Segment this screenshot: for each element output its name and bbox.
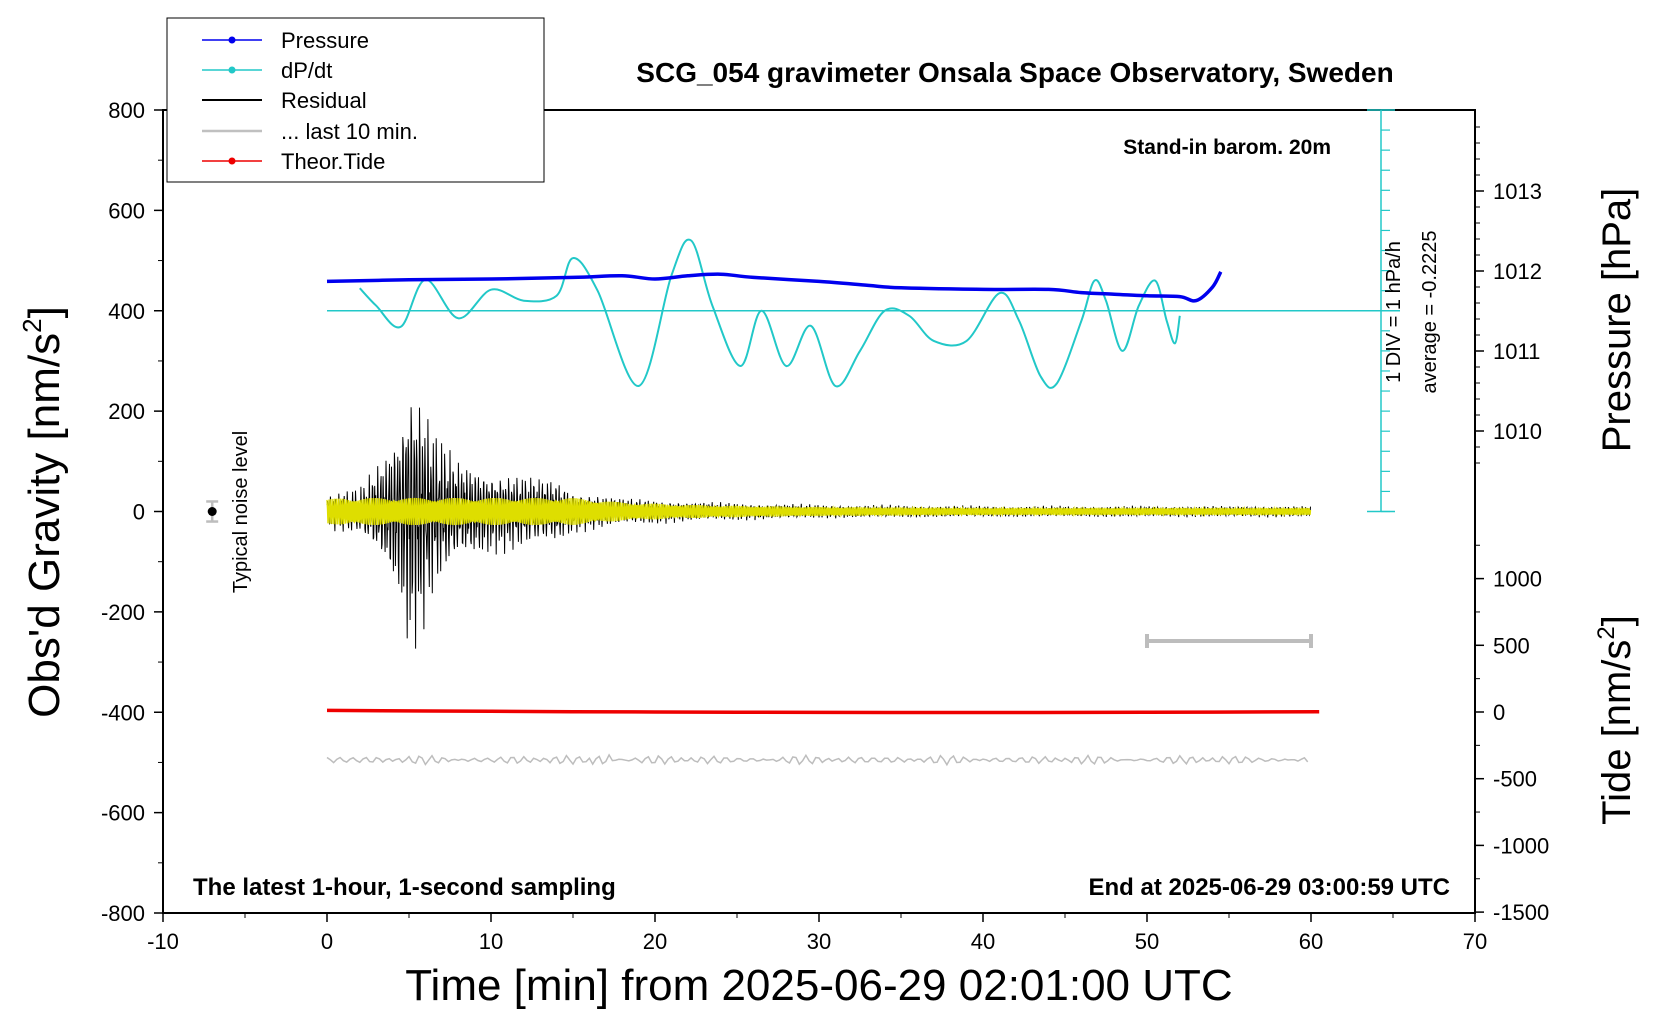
tide-tick-label: -1000 (1493, 833, 1549, 858)
dpdt-line (359, 238, 1181, 389)
x-tick-label: 40 (971, 929, 995, 954)
theor-tide-line (326, 708, 1320, 715)
legend-label-dpdt: dP/dt (281, 58, 332, 83)
y-label-tide-text: Tide [nm/s (1595, 640, 1639, 825)
dpdt-scale-axis (327, 109, 1400, 513)
pressure-line (326, 270, 1223, 303)
end-time-note: End at 2025-06-29 03:00:59 UTC (1089, 874, 1451, 901)
stand-in-note: Stand-in barom. 20m (1123, 136, 1331, 159)
y-tick-label: 200 (108, 399, 145, 424)
legend-marker-tide (228, 157, 236, 165)
y-tick-label: -200 (101, 600, 145, 625)
y-tick-label: 800 (108, 98, 145, 123)
x-tick-label: 50 (1135, 929, 1159, 954)
y-label-main-sup: 2 (17, 318, 47, 332)
x-tick-label: 30 (807, 929, 831, 954)
y-label-tide-end: ] (1595, 615, 1639, 626)
y-tick-label: -600 (101, 801, 145, 826)
x-tick-label: 0 (321, 929, 333, 954)
y-axis-label-tide: Tide [nm/s2] (1593, 615, 1639, 825)
pressure-tick-label: 1013 (1493, 179, 1542, 204)
y-label-main-text: Obs'd Gravity [nm/s (20, 333, 69, 718)
x-tick-label: 10 (479, 929, 503, 954)
last-10-min-line (326, 753, 1309, 767)
average-note: average = -0.2225 (1419, 231, 1441, 394)
sampling-note: The latest 1-hour, 1-second sampling (193, 874, 616, 901)
x-axis-label: Time [min] from 2025-06-29 02:01:00 UTC (405, 961, 1232, 1010)
y-tick-label: 600 (108, 198, 145, 223)
pressure-tick-label: 1012 (1493, 259, 1542, 284)
x-tick-label: 70 (1463, 929, 1487, 954)
tide-tick-label: -500 (1493, 767, 1537, 792)
y-label-tide-sup: 2 (1593, 626, 1620, 639)
div-note: 1 DIV = 1 hPa/h (1383, 241, 1405, 383)
residual-recent-overlay (326, 497, 1312, 526)
legend-label-residual: Residual (281, 88, 367, 113)
legend-label-last10: ... last 10 min. (281, 119, 418, 144)
y-tick-label: 400 (108, 299, 145, 324)
y-tick-label: 0 (133, 500, 145, 525)
tide-tick-label: 1000 (1493, 567, 1542, 592)
legend-marker-pressure (228, 36, 236, 44)
legend: Pressure dP/dt Residual ... last 10 min.… (166, 17, 545, 183)
x-tick-label: -10 (147, 929, 179, 954)
legend-marker-dpdt (228, 66, 236, 74)
pressure-tick-label: 1010 (1493, 419, 1542, 444)
y-axis-label-pressure: Pressure [hPa] (1595, 188, 1639, 453)
noise-level-label: Typical noise level (230, 431, 252, 593)
y-label-main-end: ] (20, 306, 69, 318)
y-axis-label-gravity: Obs'd Gravity [nm/s2] (17, 306, 69, 718)
y-tick-label: -800 (101, 901, 145, 926)
legend-label-pressure: Pressure (281, 28, 369, 53)
series-layer (206, 238, 1320, 767)
chart-title: SCG_054 gravimeter Onsala Space Observat… (636, 57, 1393, 88)
tide-tick-label: 500 (1493, 633, 1530, 658)
tide-tick-label: -1500 (1493, 900, 1549, 925)
tide-tick-label: 0 (1493, 700, 1505, 725)
x-tick-label: 60 (1299, 929, 1323, 954)
legend-label-tide: Theor.Tide (281, 149, 385, 174)
y-tick-label: -400 (101, 700, 145, 725)
residual-line (326, 407, 1311, 649)
x-tick-label: 20 (643, 929, 667, 954)
pressure-tick-label: 1011 (1493, 339, 1540, 364)
noise-point (207, 507, 217, 516)
